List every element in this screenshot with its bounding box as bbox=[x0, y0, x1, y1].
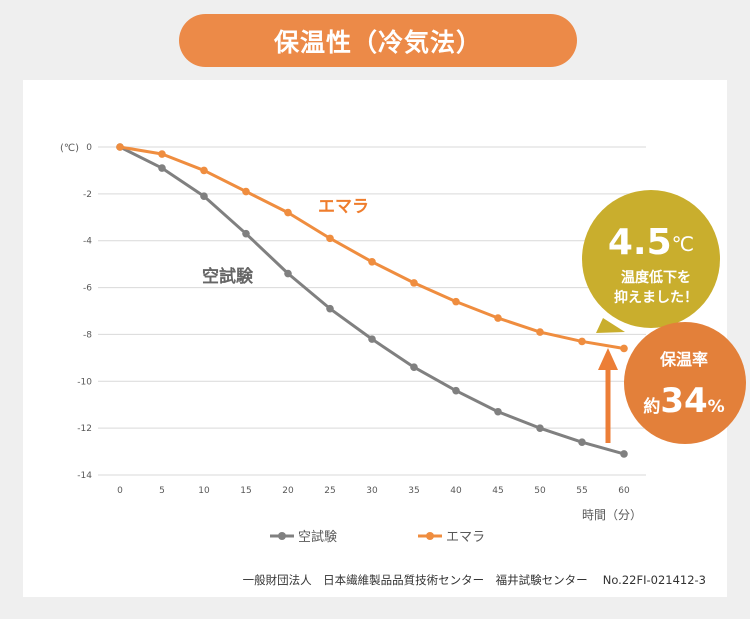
badge-value: 34 bbox=[660, 381, 707, 421]
data-point-emara bbox=[452, 297, 460, 306]
bubble-line2: 抑えました！ bbox=[614, 289, 698, 306]
source-credit: 一般財団法人 日本繊維製品品質技術センター 福井試験センター No.22FI-0… bbox=[242, 573, 706, 587]
legend-item-blank: 空試験 bbox=[270, 529, 337, 545]
data-point-blank bbox=[200, 192, 208, 200]
series-label-blank: 空試験 bbox=[202, 266, 254, 287]
data-point-emara bbox=[242, 187, 250, 196]
y-axis-label: (℃) bbox=[60, 143, 79, 154]
bubble-circle bbox=[582, 190, 720, 328]
x-tick-label: 20 bbox=[282, 486, 294, 496]
y-tick-label: -12 bbox=[77, 424, 92, 434]
bubble-unit: ℃ bbox=[672, 232, 694, 256]
x-tick-label: 15 bbox=[240, 486, 251, 496]
data-point-blank bbox=[452, 386, 460, 395]
svg-text:約34%: 約34% bbox=[643, 381, 724, 421]
y-tick-label: -6 bbox=[83, 284, 92, 294]
chart-title: 保温性（冷気法） bbox=[179, 14, 577, 67]
x-tick-label: 40 bbox=[450, 486, 462, 496]
data-point-blank bbox=[242, 229, 250, 238]
bubble-line1: 温度低下を bbox=[621, 269, 691, 286]
x-tick-label: 50 bbox=[534, 486, 546, 496]
arrow-shaft bbox=[605, 366, 611, 443]
data-point-blank bbox=[620, 450, 628, 458]
x-tick-label: 10 bbox=[198, 486, 210, 496]
data-point-emara bbox=[200, 166, 208, 175]
badge-title: 保温率 bbox=[659, 350, 708, 369]
x-axis-label: 時間（分） bbox=[582, 508, 642, 522]
data-point-blank bbox=[326, 304, 334, 313]
y-tick-label: 0 bbox=[86, 143, 92, 153]
data-point-emara bbox=[494, 314, 502, 322]
data-point-emara bbox=[578, 337, 586, 346]
temperature-bubble: 4.5℃ 温度低下を 抑えました！ bbox=[582, 190, 720, 333]
series-label-emara: エマラ bbox=[318, 197, 369, 217]
series-line-blank bbox=[119, 145, 625, 456]
data-point-emara bbox=[368, 258, 376, 266]
data-point-emara bbox=[326, 234, 334, 243]
data-point-blank bbox=[410, 363, 418, 372]
legend-item-emara: エマラ bbox=[418, 530, 485, 545]
y-tick-label: -14 bbox=[77, 471, 92, 481]
x-tick-label: 35 bbox=[408, 486, 419, 496]
data-point-emara bbox=[410, 279, 418, 287]
legend-label-blank: 空試験 bbox=[298, 529, 337, 545]
y-tick-label: -8 bbox=[83, 330, 92, 340]
svg-text:4.5℃: 4.5℃ bbox=[608, 222, 694, 263]
x-tick-label: 55 bbox=[576, 486, 587, 496]
series-line-emara bbox=[119, 145, 625, 350]
badge-circle bbox=[624, 322, 746, 444]
x-tick-label: 45 bbox=[492, 486, 503, 496]
difference-arrow bbox=[598, 348, 618, 443]
data-point-blank bbox=[368, 335, 376, 343]
data-point-emara bbox=[620, 344, 628, 353]
badge-prefix: 約 bbox=[643, 396, 660, 417]
arrow-head bbox=[598, 348, 618, 370]
data-point-emara bbox=[116, 143, 124, 151]
y-tick-label: -2 bbox=[83, 190, 92, 200]
retention-badge: 保温率 約34% bbox=[624, 322, 746, 444]
x-tick-label: 60 bbox=[618, 486, 630, 496]
legend: 空試験 エマラ bbox=[270, 529, 485, 545]
y-tick-label: -10 bbox=[77, 377, 92, 387]
badge-unit: % bbox=[708, 397, 725, 417]
data-point-blank bbox=[494, 407, 502, 416]
y-tick-label: -4 bbox=[83, 237, 92, 247]
data-point-emara bbox=[536, 328, 544, 336]
bubble-value: 4.5 bbox=[608, 222, 672, 263]
data-point-blank bbox=[284, 269, 292, 278]
x-tick-label: 25 bbox=[324, 486, 335, 496]
data-point-blank bbox=[158, 164, 166, 172]
data-point-blank bbox=[578, 438, 586, 447]
legend-label-emara: エマラ bbox=[446, 530, 485, 545]
data-point-emara bbox=[158, 150, 166, 158]
data-point-emara bbox=[284, 208, 292, 217]
bubble-tail bbox=[596, 318, 625, 333]
x-tick-label: 0 bbox=[117, 486, 123, 496]
data-point-blank bbox=[536, 424, 544, 432]
x-tick-label: 30 bbox=[366, 486, 378, 496]
x-tick-label: 5 bbox=[159, 486, 165, 496]
